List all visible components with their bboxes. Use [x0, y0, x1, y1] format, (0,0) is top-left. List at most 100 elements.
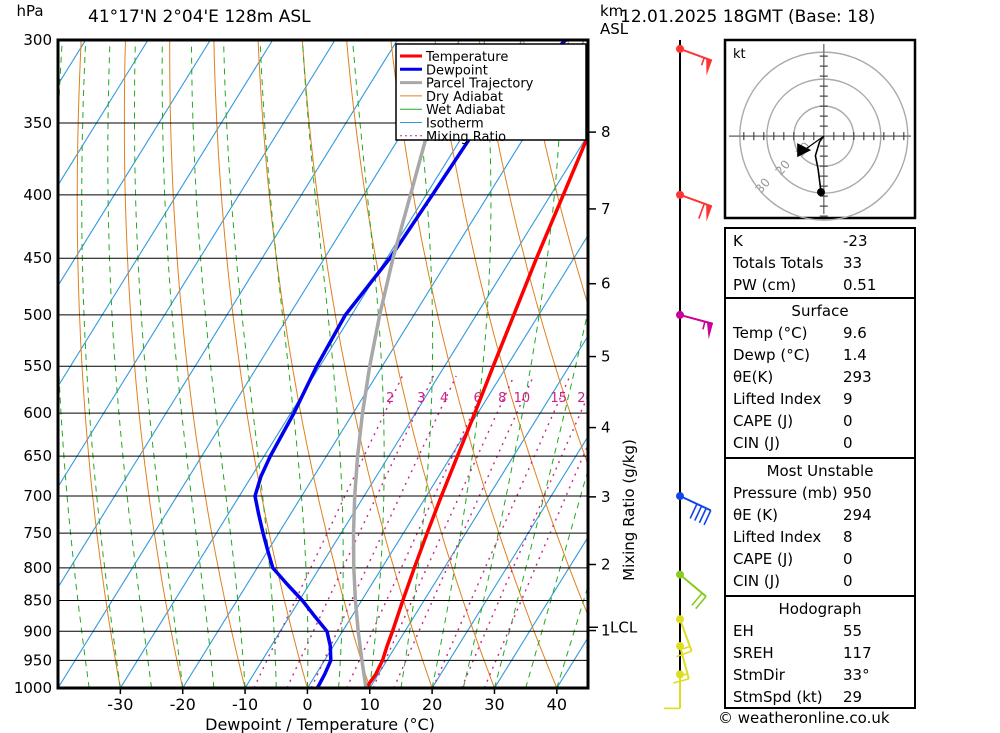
pressure-tick-label: 750 — [23, 524, 52, 542]
mixing-ratio-line — [483, 443, 588, 688]
indices-surface-row-label-4: CAPE (J) — [733, 412, 793, 430]
isotherm-line — [58, 40, 149, 187]
legend-label-6: Mixing Ratio — [426, 130, 506, 145]
hodograph: kt102030 — [723, 38, 917, 221]
indices-general-row-label-2: PW (cm) — [733, 276, 796, 294]
wind-barb-shaft — [679, 645, 690, 680]
mixing-ratio-label: 6 — [474, 391, 482, 406]
temperature-tick-label: -30 — [107, 695, 133, 714]
indices-most-unstable-title: Most Unstable — [767, 462, 874, 480]
mixing-ratio-line — [393, 375, 535, 688]
indices-most-unstable-row-label-4: CIN (J) — [733, 572, 780, 590]
pressure-tick-label: 800 — [23, 559, 52, 577]
datetime-title: 12.01.2025 18GMT (Base: 18) — [620, 7, 875, 27]
indices-most-unstable-row-value-2: 8 — [843, 528, 853, 546]
wind-barb-full — [691, 592, 703, 606]
isotherm-line — [58, 40, 398, 589]
dry-adiabat-line — [522, 40, 588, 307]
indices-surface-row-value-0: 9.6 — [843, 324, 867, 342]
wind-barb-pennant — [706, 322, 713, 340]
temperature-axis: -30 -20 -10 0 10 20 30 40 — [107, 688, 567, 714]
indices-surface-row-label-1: Dewp (°C) — [733, 346, 810, 364]
indices-hodograph-row-label-3: StmSpd (kt) — [733, 688, 823, 706]
height-tick-label: 4 — [601, 419, 611, 437]
hodograph-storm-line — [803, 135, 825, 151]
wind-barb-pennant — [706, 204, 712, 222]
mixing-ratio-label: 25 — [599, 391, 616, 406]
indices-most-unstable-row-value-3: 0 — [843, 550, 853, 568]
wind-barb-pennant — [706, 58, 712, 76]
legend-label-5: Isotherm — [426, 117, 484, 132]
indices-hodograph-box — [724, 595, 916, 709]
plot-frame — [56, 38, 590, 690]
wind-barb-full — [695, 595, 707, 610]
indices-surface-row-value-3: 9 — [843, 390, 853, 408]
indices-most-unstable-row-label-0: Pressure (mb) — [733, 484, 838, 502]
height-tick-label: 8 — [601, 123, 611, 141]
indices-hodograph-row-label-0: EH — [733, 622, 754, 640]
pressure-unit-label: hPa — [16, 2, 43, 20]
hodograph-unit-label: kt — [733, 47, 746, 62]
mixing-ratio-label: 2 — [386, 391, 394, 406]
wind-barb-shaft — [679, 193, 713, 208]
temperature-tick-label: 0 — [302, 695, 312, 714]
isotherm-line — [58, 40, 211, 287]
indices-hodograph-title: Hodograph — [778, 600, 861, 618]
mixing-ratio-line — [346, 375, 491, 688]
legend-label-2: Parcel Trajectory — [426, 77, 534, 92]
wet-adiabat-line — [259, 40, 309, 688]
profile-parcel-trajectory — [351, 72, 444, 688]
isotherm-line — [369, 334, 588, 688]
indices-surface-row-label-2: θE(K) — [733, 368, 773, 386]
mixing-ratio-line — [460, 393, 588, 688]
height-unit-label-2: ASL — [600, 20, 629, 38]
dry-adiabat-line — [921, 40, 1000, 688]
indices-general-row-value-0: -23 — [843, 232, 868, 250]
pressure-tick-label: 300 — [23, 31, 52, 49]
isotherm-line — [244, 133, 588, 688]
wet-adiabat-line — [525, 468, 588, 688]
profile-curves — [253, 40, 588, 688]
pressure-tick-label: 600 — [23, 404, 52, 422]
wind-barb-half — [682, 645, 691, 650]
lcl-label: LCL — [610, 618, 638, 636]
mixing-ratio-line — [310, 375, 457, 688]
indices-hodograph-row-label-2: StmDir — [733, 666, 786, 684]
wet-adiabat-line — [161, 40, 215, 688]
indices-hodograph-row-value-3: 29 — [843, 688, 862, 706]
indices-hodograph-row-value-1: 117 — [843, 644, 872, 662]
indices-general-row-value-2: 0.51 — [843, 276, 876, 294]
pressure-tick-label: 650 — [23, 447, 52, 465]
indices-general-row-label-0: K — [733, 232, 744, 250]
indices-most-unstable-row-value-4: 0 — [843, 572, 853, 590]
pressure-tick-label: 350 — [23, 114, 52, 132]
hodograph-trace — [814, 135, 825, 193]
wind-barb-half — [700, 57, 706, 66]
temperature-tick-label: 40 — [547, 695, 567, 714]
isotherm-line — [58, 40, 274, 388]
pressure-tick-label: 950 — [23, 651, 52, 669]
wind-barb-full — [698, 203, 706, 219]
mixing-ratio-label: 15 — [550, 391, 567, 406]
indices-most-unstable-row-value-1: 294 — [843, 506, 872, 524]
wet-adiabat-line — [223, 40, 277, 688]
temperature-tick-label: 10 — [360, 695, 380, 714]
mixing-ratio-line — [372, 375, 515, 688]
indices-surface-row-value-4: 0 — [843, 412, 853, 430]
indices-general: K -23 Totals Totals 33 PW (cm) 0.51 — [724, 227, 916, 299]
dry-adiabat-line — [966, 40, 1000, 688]
mixing-ratio-line — [253, 375, 404, 688]
mixing-ratio-axis-title: Mixing Ratio (g/kg) — [620, 439, 638, 581]
isotherm-line — [494, 536, 588, 688]
wind-barb-shaft — [679, 47, 713, 62]
wind-barb-half — [702, 321, 706, 330]
legend-label-3: Dry Adiabat — [426, 90, 503, 105]
wet-adiabat-line — [462, 40, 563, 688]
indices-surface-row-label-5: CIN (J) — [733, 434, 780, 452]
legend-box — [395, 43, 587, 141]
hodograph-start-marker — [817, 188, 825, 197]
indices-general-row-value-1: 33 — [843, 254, 862, 272]
isotherm-line — [0, 40, 23, 688]
